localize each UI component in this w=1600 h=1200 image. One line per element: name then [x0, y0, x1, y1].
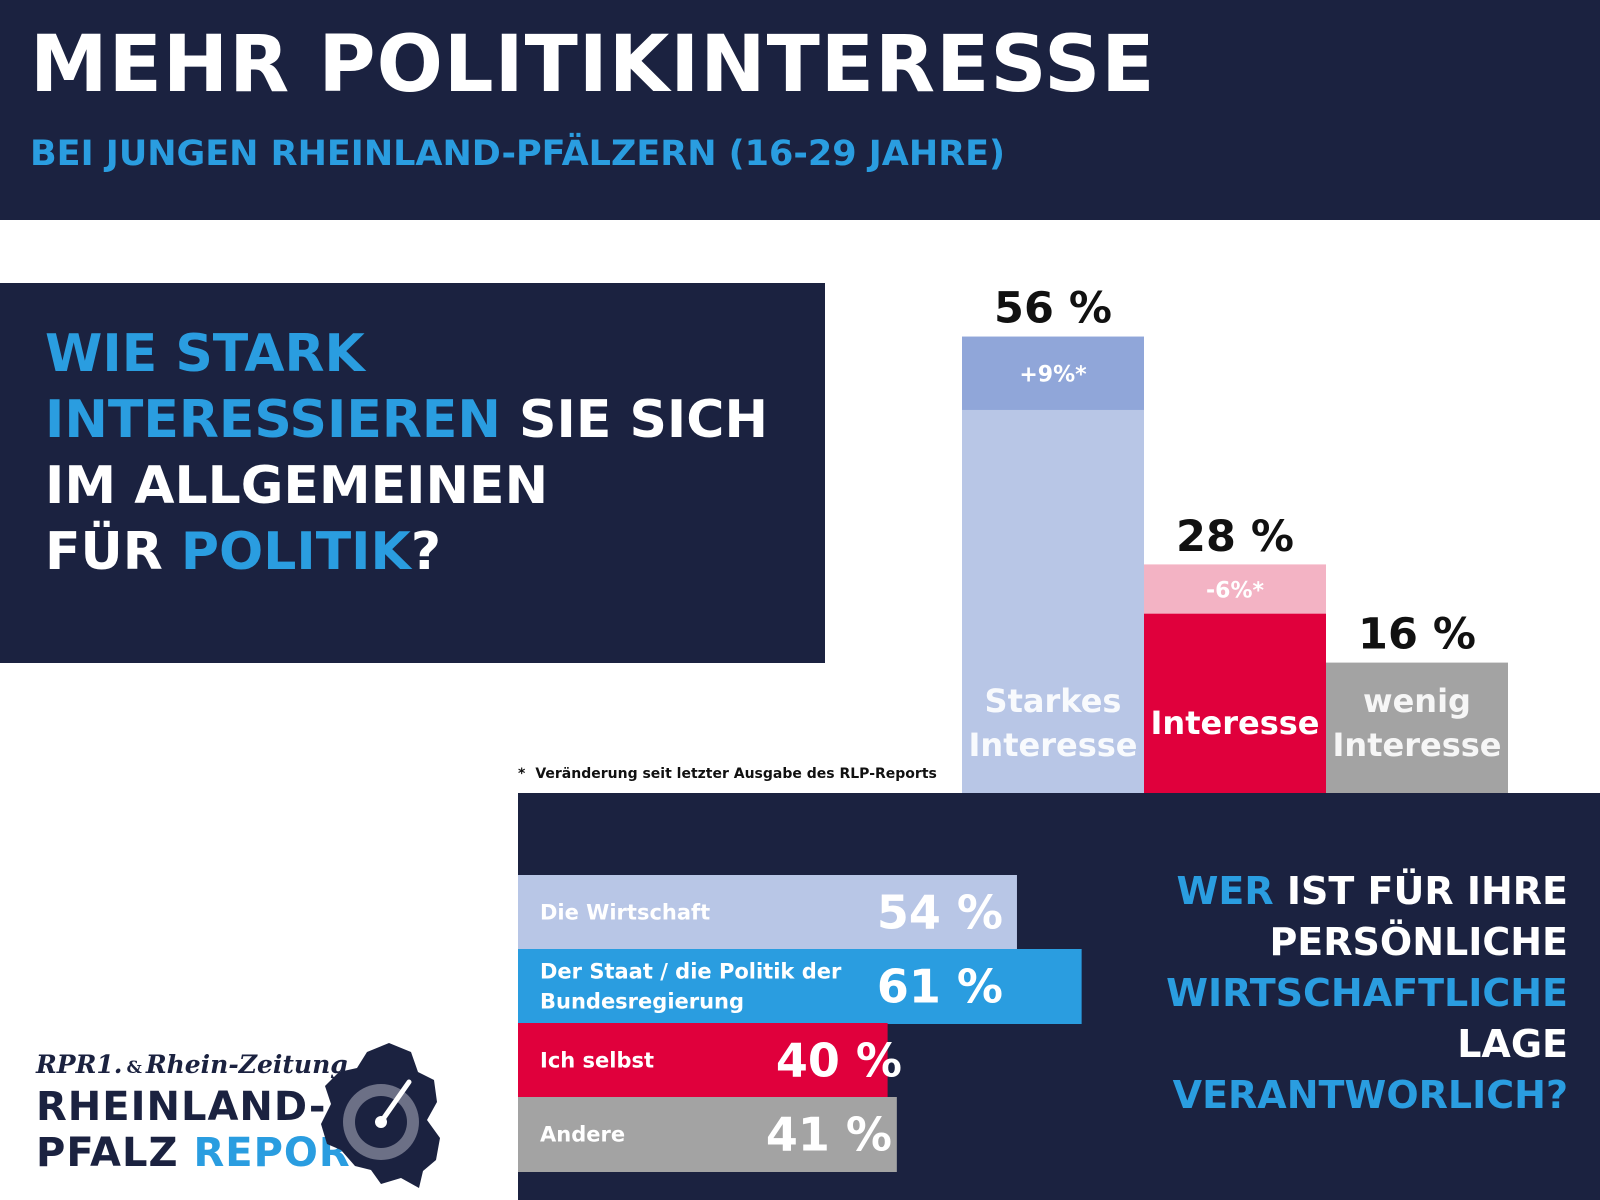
page-title: MEHR POLITIKINTERESSE — [30, 20, 1156, 110]
hbar-category-3-1: Ich selbst — [540, 1049, 654, 1073]
hbar-category-2-2: Bundesregierung — [540, 990, 744, 1014]
bar-3 — [1326, 662, 1508, 793]
q2-line2: PERSÖNLICHE — [1269, 920, 1568, 964]
change-segment-1 — [962, 336, 1144, 410]
interest-bar-chart: +9%* 56 % Starkes Interesse -6%* 28 % Interess… — [962, 284, 1508, 793]
question-2-text: WER IST FÜR IHRE PERSÖNLICHE WIRTSCHAFTL… — [1166, 866, 1568, 1121]
category-label-3-1: wenig — [1363, 682, 1471, 720]
footnote-text: Veränderung seit letzter Ausgabe des RLP… — [535, 766, 937, 782]
question-1-box: WIE STARK INTERESSIEREN SIE SICH IM ALLG… — [0, 283, 825, 663]
hbar-value-3: 40 % — [776, 1034, 902, 1088]
value-label-1: 56 % — [994, 284, 1112, 334]
rpr1-brand: RPR1. — [36, 1050, 123, 1079]
logo-ampersand: & — [126, 1058, 142, 1078]
rlp-map-gauge-icon — [321, 1043, 440, 1188]
q1-line4-start: FÜR — [45, 522, 181, 582]
logo-line1: RHEINLAND- — [36, 1084, 327, 1130]
hbar-value-2: 61 % — [877, 960, 1003, 1014]
q1-line2-highlight: INTERESSIEREN — [45, 390, 501, 450]
hbar-4 — [518, 1097, 897, 1172]
value-label-2: 28 % — [1176, 512, 1294, 562]
hbar-category-4-1: Andere — [540, 1123, 625, 1147]
change-segment-2 — [1144, 564, 1326, 614]
q1-line3: IM ALLGEMEINEN — [45, 456, 549, 516]
question-1-text: WIE STARK INTERESSIEREN SIE SICH IM ALLG… — [45, 321, 768, 585]
q2-line1-highlight: WER — [1176, 869, 1274, 913]
footnote: * Veränderung seit letzter Ausgabe des RL… — [518, 766, 937, 782]
logo-brands: RPR1. & Rhein-Zeitung — [36, 1050, 348, 1079]
hbar-value-4: 41 % — [766, 1108, 892, 1162]
hbar-value-1: 54 % — [877, 886, 1003, 940]
q2-line1-rest: IST FÜR IHRE — [1273, 869, 1568, 913]
hbar-2 — [518, 949, 1082, 1024]
q2-line3: WIRTSCHAFTLICHE — [1166, 971, 1568, 1015]
change-label-2: -6%* — [1206, 578, 1264, 603]
q1-line1: WIE STARK — [45, 324, 365, 384]
category-label-2-1: Interesse — [1151, 704, 1320, 742]
header-banner: MEHR POLITIKINTERESSE BEI JUNGEN RHEINLA… — [0, 0, 1600, 220]
hbar-category-2-1: Der Staat / die Politik der — [540, 960, 842, 984]
rhein-zeitung-brand: Rhein-Zeitung — [145, 1050, 348, 1079]
value-label-3: 16 % — [1358, 610, 1476, 660]
bar-1 — [962, 336, 1144, 793]
hbar-1 — [518, 875, 1017, 950]
q1-line2-rest: SIE SICH — [500, 390, 768, 450]
category-label-1-1: Starkes — [985, 682, 1122, 720]
category-label-3-2: Interesse — [1333, 726, 1502, 764]
hbar-category-1-1: Die Wirtschaft — [540, 901, 710, 925]
change-label-1: +9%* — [1019, 362, 1087, 387]
logo-line2-start: PFALZ — [36, 1130, 194, 1176]
category-label-1-2: Interesse — [969, 726, 1138, 764]
q2-line4: LAGE — [1457, 1022, 1568, 1066]
report-logo: RPR1. & Rhein-Zeitung RHEINLAND- PFALZ REP… — [36, 1038, 446, 1188]
q1-line4-highlight: POLITIK — [180, 522, 411, 582]
q1-line4-end: ? — [410, 522, 441, 582]
footnote-star: * — [518, 766, 526, 782]
page-subtitle: BEI JUNGEN RHEINLAND-PFÄLZERN (16-29 JAH… — [30, 134, 1006, 174]
hbar-3 — [518, 1023, 888, 1098]
q2-line5: VERANTWORLICH? — [1172, 1073, 1568, 1117]
